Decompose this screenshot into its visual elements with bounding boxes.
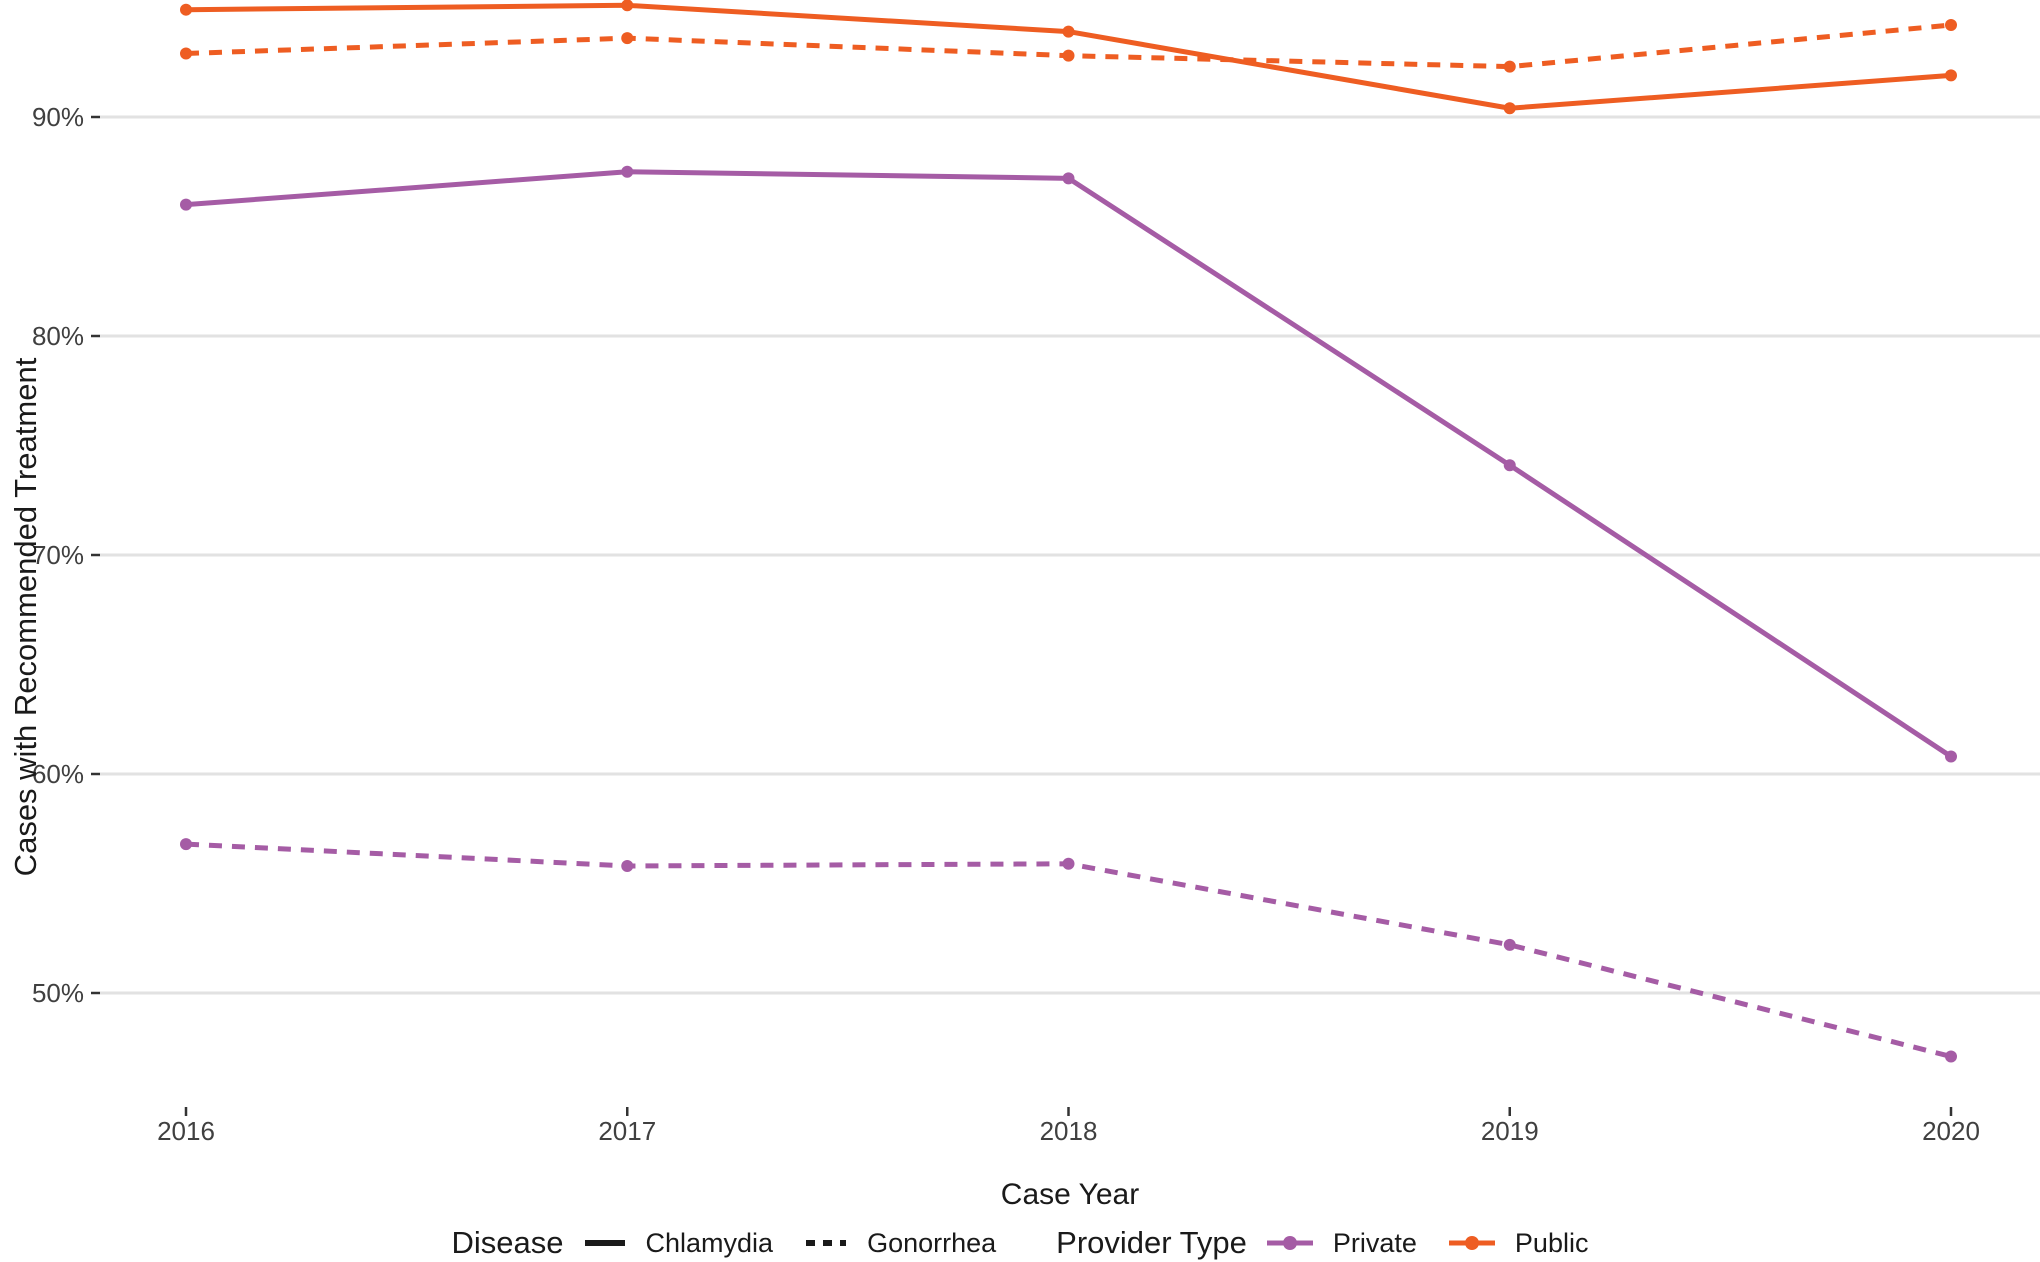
legend-disease-title: Disease (451, 1225, 564, 1260)
data-point-private-chlamydia-2016 (180, 198, 192, 211)
data-point-private-chlamydia-2017 (621, 165, 634, 178)
x-tick-label: 2020 (1922, 1116, 1980, 1146)
legend-item-chlamydia: Chlamydia (645, 1227, 774, 1258)
x-tick-label: 2019 (1481, 1116, 1539, 1146)
legend-item-public: Public (1514, 1227, 1589, 1258)
data-point-private-gonorrhea-2018 (1062, 857, 1075, 870)
y-tick-label: 50% (32, 978, 84, 1008)
data-point-private-gonorrhea-2016 (180, 838, 192, 851)
x-tick-label: 2018 (1040, 1116, 1098, 1146)
series-public-chlamydia (180, 0, 1957, 115)
legend-provider-title: Provider Type (1056, 1225, 1247, 1260)
data-point-private-chlamydia-2018 (1062, 172, 1075, 185)
x-axis: 2016 2017 2018 2019 2020 (157, 1107, 1980, 1146)
data-point-public-gonorrhea-2018 (1062, 49, 1075, 62)
data-point-private-chlamydia-2020 (1945, 750, 1957, 763)
legend-key-solid-line-icon (584, 1240, 625, 1246)
y-tick-label: 90% (32, 102, 84, 132)
data-point-public-chlamydia-2017 (621, 0, 634, 12)
y-axis-title: Cases with Recommended Treatment (8, 357, 43, 877)
x-tick-label: 2017 (598, 1116, 656, 1146)
y-tick-label: 60% (32, 759, 84, 789)
x-tick-label: 2016 (157, 1116, 215, 1146)
legend-item-private: Private (1332, 1227, 1417, 1258)
legend-key-private-icon (1266, 1236, 1313, 1250)
data-point-public-chlamydia-2016 (180, 3, 192, 16)
data-point-public-chlamydia-2020 (1945, 69, 1957, 82)
x-axis-title: Case Year (1000, 1178, 1140, 1211)
legend-key-public-icon (1448, 1236, 1495, 1250)
legend: Disease Chlamydia Gonorrhea Provider Typ… (0, 1224, 2040, 1262)
data-point-public-chlamydia-2018 (1062, 25, 1075, 38)
data-point-public-gonorrhea-2020 (1945, 19, 1957, 32)
data-point-public-gonorrhea-2017 (621, 32, 634, 45)
y-tick-label: 70% (32, 540, 84, 570)
data-point-public-chlamydia-2019 (1503, 102, 1516, 115)
y-tick-label: 80% (32, 321, 84, 351)
data-point-private-gonorrhea-2017 (621, 859, 634, 872)
series-line-private-chlamydia (185, 169, 1953, 759)
gridlines (100, 115, 2040, 995)
series-line-private-gonorrhea (185, 841, 1952, 1059)
legend-item-gonorrhea: Gonorrhea (867, 1227, 997, 1258)
legend-key-dashed-line-icon (806, 1240, 847, 1246)
data-point-private-chlamydia-2019 (1503, 459, 1516, 472)
data-point-public-gonorrhea-2016 (180, 47, 192, 60)
y-axis: 50% 60% 70% 80% 90% (32, 102, 100, 1008)
series-private-gonorrhea (180, 838, 1957, 1063)
series-public-gonorrhea (180, 19, 1957, 73)
series-private-chlamydia (180, 165, 1957, 763)
data-point-private-gonorrhea-2020 (1945, 1050, 1957, 1063)
data-point-public-gonorrhea-2019 (1503, 60, 1516, 73)
data-point-private-gonorrhea-2019 (1503, 938, 1516, 951)
